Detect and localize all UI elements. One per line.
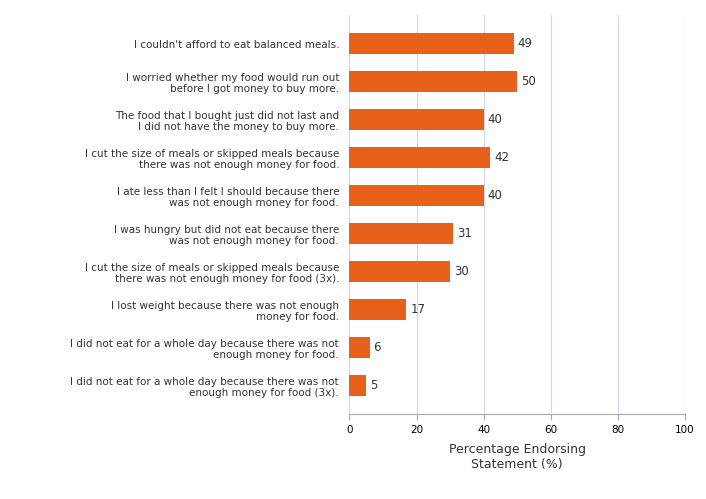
Bar (349, 147, 490, 168)
Bar (349, 33, 514, 54)
Bar (349, 109, 484, 130)
Text: 42: 42 (494, 151, 509, 164)
Text: 6: 6 (373, 341, 381, 354)
Text: 49: 49 (517, 37, 533, 50)
Text: 31: 31 (457, 227, 472, 240)
Text: 40: 40 (488, 113, 503, 126)
Bar (349, 185, 484, 206)
Bar (349, 71, 517, 92)
Text: 17: 17 (410, 303, 426, 316)
Text: 40: 40 (488, 189, 503, 202)
Bar (349, 337, 370, 358)
Text: 50: 50 (521, 75, 536, 88)
Bar (349, 261, 450, 282)
Text: 5: 5 (370, 379, 378, 392)
Text: 30: 30 (454, 265, 469, 278)
Bar (349, 375, 366, 396)
Bar (349, 299, 407, 320)
X-axis label: Percentage Endorsing
Statement (%): Percentage Endorsing Statement (%) (448, 443, 586, 471)
Bar (349, 223, 453, 244)
